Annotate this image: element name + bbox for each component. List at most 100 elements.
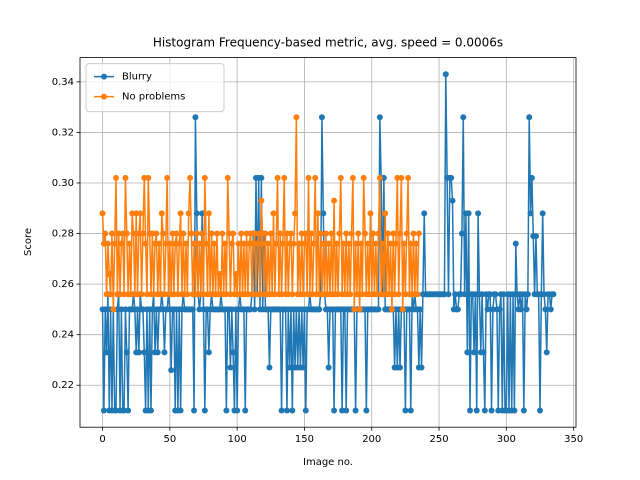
point: [356, 306, 363, 313]
legend-marker: [101, 73, 107, 80]
point: [388, 306, 395, 313]
point: [397, 364, 404, 371]
point: [277, 230, 284, 237]
y-tick-label: 0.22: [52, 380, 74, 391]
point: [526, 114, 533, 121]
point: [193, 230, 200, 237]
point: [532, 233, 539, 240]
point: [542, 306, 549, 313]
point: [475, 210, 482, 217]
series: [99, 114, 422, 313]
point: [106, 271, 113, 278]
point: [99, 210, 106, 217]
point: [201, 174, 208, 181]
point: [254, 240, 261, 247]
point: [392, 240, 399, 247]
point: [164, 174, 171, 181]
point: [296, 240, 303, 247]
point: [347, 291, 354, 298]
x-axis-label: Image no.: [303, 457, 353, 468]
point: [156, 240, 163, 247]
point: [182, 240, 189, 247]
point: [415, 230, 422, 237]
point: [360, 174, 367, 181]
point: [312, 174, 319, 181]
legend-label: No problems: [122, 92, 185, 103]
point: [343, 230, 350, 237]
point: [348, 230, 355, 237]
point: [527, 210, 534, 217]
point: [180, 230, 187, 237]
point: [177, 407, 184, 414]
point: [262, 230, 269, 237]
point: [320, 240, 327, 247]
point: [496, 306, 503, 313]
point: [317, 230, 324, 237]
point: [107, 291, 114, 298]
x-tick-label: 100: [228, 434, 247, 445]
point: [230, 349, 237, 356]
point: [187, 174, 194, 181]
point: [397, 230, 404, 237]
point: [337, 174, 344, 181]
point: [148, 407, 155, 414]
point: [384, 230, 391, 237]
point: [301, 240, 308, 247]
point: [154, 349, 161, 356]
point: [512, 240, 519, 247]
point: [193, 210, 200, 217]
point: [480, 349, 487, 356]
point: [460, 114, 467, 121]
point: [192, 114, 199, 121]
point: [199, 210, 206, 217]
point: [125, 407, 132, 414]
point: [137, 210, 144, 217]
point: [289, 291, 296, 298]
point: [464, 349, 471, 356]
point: [141, 349, 148, 356]
point: [523, 306, 530, 313]
point: [176, 240, 183, 247]
point: [158, 210, 165, 217]
point: [543, 349, 550, 356]
point: [211, 240, 218, 247]
point: [325, 364, 332, 371]
point: [442, 71, 449, 78]
point: [224, 174, 231, 181]
point: [266, 364, 273, 371]
point: [386, 291, 393, 298]
point: [289, 407, 296, 414]
point: [232, 271, 239, 278]
point: [265, 240, 272, 247]
x-tick-label: 350: [564, 434, 583, 445]
point: [122, 174, 129, 181]
point: [370, 230, 377, 237]
point: [219, 230, 226, 237]
point: [213, 230, 220, 237]
point: [401, 240, 408, 247]
point: [110, 306, 117, 313]
x-tick-label: 200: [362, 434, 381, 445]
point: [467, 407, 474, 414]
point: [145, 174, 152, 181]
point: [372, 240, 379, 247]
point: [367, 210, 374, 217]
point: [528, 174, 535, 181]
point: [238, 230, 245, 237]
point: [168, 367, 175, 374]
point: [314, 210, 321, 217]
point: [230, 230, 237, 237]
point: [270, 210, 277, 217]
point: [196, 240, 203, 247]
point: [398, 174, 405, 181]
point: [242, 407, 249, 414]
point: [449, 197, 456, 204]
point: [458, 230, 465, 237]
point: [255, 230, 262, 237]
point: [325, 240, 332, 247]
plot-area: [99, 71, 557, 414]
x-tick-label: 150: [295, 434, 314, 445]
x-tick-label: 0: [99, 434, 105, 445]
point: [102, 306, 109, 313]
point: [302, 407, 309, 414]
